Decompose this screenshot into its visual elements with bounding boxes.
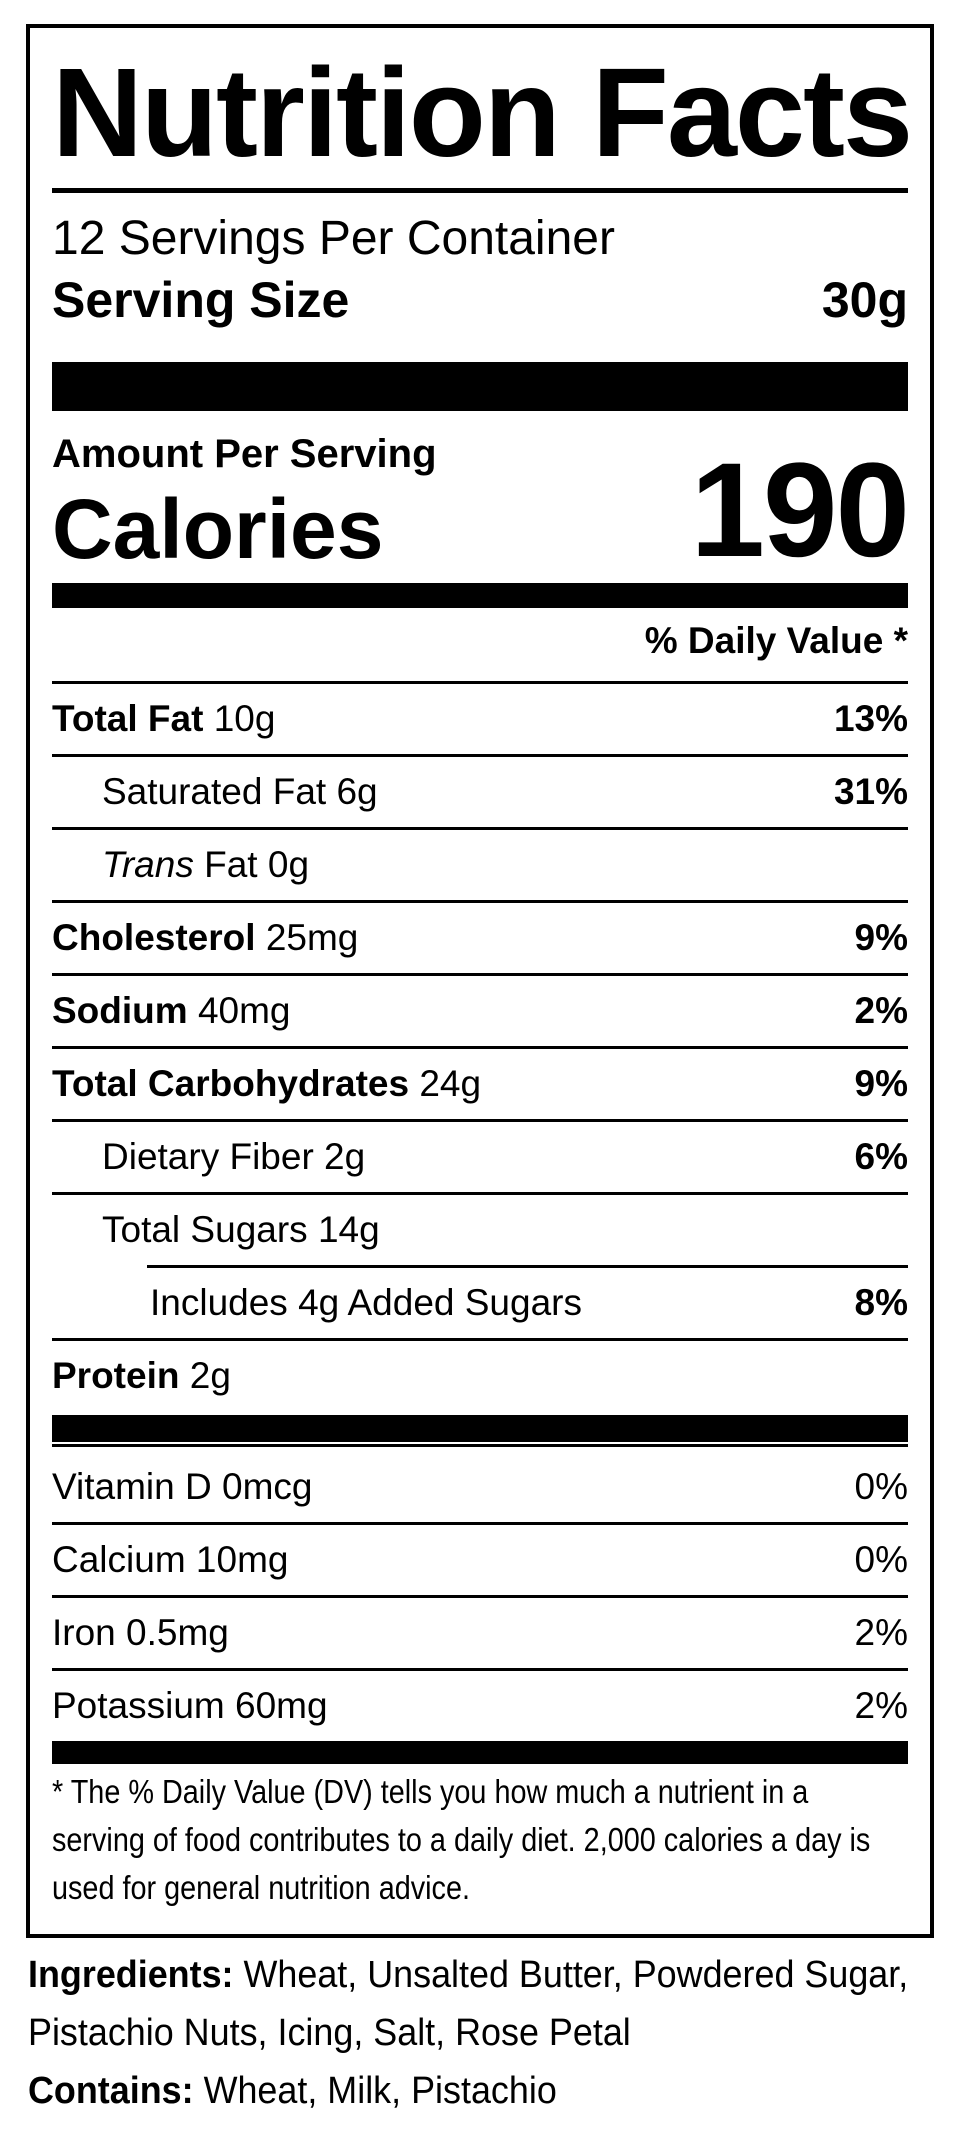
divider-gap xyxy=(52,1442,908,1444)
nutrient-row: Protein 2g xyxy=(52,1341,908,1411)
divider xyxy=(52,827,908,830)
contains-label: Contains: xyxy=(28,2070,194,2112)
nutrient-row: Trans Fat 0g xyxy=(52,830,908,900)
nutrient-text: Iron 0.5mg xyxy=(52,1612,229,1653)
divider xyxy=(52,1192,908,1195)
nutrient-row: Total Carbohydrates 24g 9% xyxy=(52,1049,908,1119)
divider xyxy=(52,900,908,903)
divider xyxy=(52,1444,908,1447)
nutrient-row: Includes 4g Added Sugars 8% xyxy=(52,1268,908,1338)
ingredients-text: Wheat, Unsalted Butter, Powdered Sugar, … xyxy=(28,1954,909,2054)
title-divider xyxy=(52,188,908,193)
divider xyxy=(52,1522,908,1525)
nutrient-percent: 2% xyxy=(854,1612,908,1653)
nutrient-percent: 9% xyxy=(854,917,908,958)
divider xyxy=(52,1595,908,1598)
nutrient-percent: 13% xyxy=(833,698,908,739)
serving-size-value: 30g xyxy=(821,272,908,328)
nutrient-row: Vitamin D 0mcg 0% xyxy=(52,1452,908,1522)
nutrient-percent: 0% xyxy=(854,1466,908,1507)
divider xyxy=(52,1668,908,1671)
divider xyxy=(52,1119,908,1122)
label-title: Nutrition Facts xyxy=(52,42,913,183)
divider xyxy=(52,681,908,684)
thick-divider-bar xyxy=(52,1415,908,1442)
calories-row: Calories 190 xyxy=(52,443,910,576)
nutrient-percent: 6% xyxy=(854,1136,908,1177)
nutrient-text: Total Fat 10g xyxy=(52,698,276,739)
nutrient-text: Includes 4g Added Sugars xyxy=(150,1282,582,1323)
nutrient-percent: 31% xyxy=(833,771,908,812)
nutrition-facts-label: Nutrition Facts 12 Servings Per Containe… xyxy=(26,24,934,1938)
vitamin-rows: Vitamin D 0mcg 0% Calcium 10mg 0% Iron 0.5mg… xyxy=(52,1452,908,1741)
nutrient-text: Trans Fat 0g xyxy=(102,844,310,885)
nutrient-percent: 9% xyxy=(854,1063,908,1104)
nutrient-text: Sodium 40mg xyxy=(52,990,291,1031)
nutrient-text: Cholesterol 25mg xyxy=(52,917,359,958)
serving-size-row: Serving Size 30g xyxy=(52,272,908,328)
amount-per-serving-label: Amount Per Serving xyxy=(52,432,437,476)
nutrient-text: Total Sugars 14g xyxy=(102,1209,380,1250)
divider xyxy=(52,973,908,976)
ingredients-line: Ingredients: Wheat, Unsalted Butter, Pow… xyxy=(28,1946,935,2062)
nutrient-text: Calcium 10mg xyxy=(52,1539,289,1580)
ingredients-label: Ingredients: xyxy=(28,1954,234,1996)
daily-value-footnote: * The % Daily Value (DV) tells you how m… xyxy=(52,1773,871,1906)
servings-per-container: 12 Servings Per Container xyxy=(52,212,615,265)
nutrient-percent: 8% xyxy=(854,1282,908,1323)
nutrient-row: Potassium 60mg 2% xyxy=(52,1671,908,1741)
thick-divider-bar xyxy=(52,1741,908,1764)
nutrient-text: Dietary Fiber 2g xyxy=(102,1136,366,1177)
serving-size-label: Serving Size xyxy=(52,272,350,328)
nutrient-row: Calcium 10mg 0% xyxy=(52,1525,908,1595)
nutrient-row: Total Fat 10g 13% xyxy=(52,684,908,754)
nutrient-row: Dietary Fiber 2g 6% xyxy=(52,1122,908,1192)
nutrient-row: Total Sugars 14g xyxy=(52,1195,908,1265)
calories-value: 190 xyxy=(690,435,910,585)
nutrient-row: Sodium 40mg 2% xyxy=(52,976,908,1046)
nutrient-percent: 0% xyxy=(854,1539,908,1580)
divider xyxy=(52,1046,908,1049)
divider xyxy=(52,754,908,757)
nutrient-text: Saturated Fat 6g xyxy=(102,771,378,812)
daily-value-header: % Daily Value * xyxy=(644,620,908,661)
divider xyxy=(147,1265,908,1268)
contains-line: Contains: Wheat, Milk, Pistachio xyxy=(28,2062,935,2120)
nutrient-row: Iron 0.5mg 2% xyxy=(52,1598,908,1668)
contains-text: Wheat, Milk, Pistachio xyxy=(203,2070,557,2112)
nutrient-text: Potassium 60mg xyxy=(52,1685,328,1726)
thick-divider-bar xyxy=(52,583,908,608)
nutrient-text: Protein 2g xyxy=(52,1355,231,1396)
calories-label: Calories xyxy=(52,482,384,576)
nutrient-row: Cholesterol 25mg 9% xyxy=(52,903,908,973)
divider xyxy=(52,1338,908,1341)
nutrient-text: Total Carbohydrates 24g xyxy=(52,1063,482,1104)
nutrient-row: Saturated Fat 6g 31% xyxy=(52,757,908,827)
nutrient-percent: 2% xyxy=(854,1685,908,1726)
nutrient-text: Vitamin D 0mcg xyxy=(52,1466,313,1507)
thick-divider-bar xyxy=(52,362,908,411)
nutrient-rows: Total Fat 10g 13% Saturated Fat 6g 31% Trans… xyxy=(52,681,908,1411)
ingredients-section: Ingredients: Wheat, Unsalted Butter, Pow… xyxy=(28,1946,935,2120)
nutrient-percent: 2% xyxy=(854,990,908,1031)
